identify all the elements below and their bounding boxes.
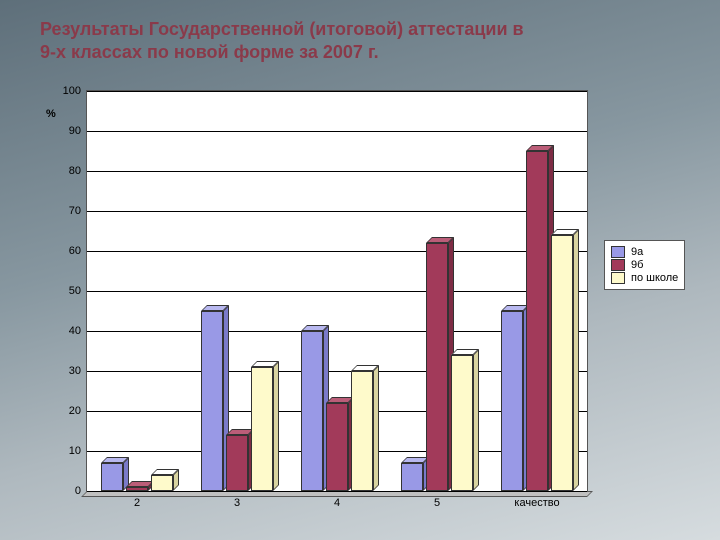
- y-tick-label: 60: [69, 245, 81, 257]
- bar: [501, 311, 523, 491]
- y-tick-label: 30: [69, 365, 81, 377]
- gridline: [87, 131, 587, 132]
- legend-item: 9б: [611, 259, 678, 271]
- legend-item: по школе: [611, 272, 678, 284]
- bar: [151, 475, 173, 491]
- bar: [351, 371, 373, 491]
- bar: [451, 355, 473, 491]
- y-axis-label: %: [46, 108, 56, 120]
- chart-area: 01020304050607080901002345качество: [86, 90, 588, 492]
- x-tick-label: 2: [134, 497, 140, 509]
- y-tick-label: 0: [75, 485, 81, 497]
- legend-swatch: [611, 272, 625, 284]
- x-tick-label: 5: [434, 497, 440, 509]
- legend-swatch: [611, 246, 625, 258]
- gridline: [87, 211, 587, 212]
- legend-label: 9а: [631, 246, 643, 258]
- y-tick-label: 10: [69, 445, 81, 457]
- gridline: [87, 171, 587, 172]
- y-tick-label: 90: [69, 125, 81, 137]
- gridline: [87, 491, 587, 492]
- gridline: [87, 251, 587, 252]
- y-tick-label: 20: [69, 405, 81, 417]
- legend-item: 9а: [611, 246, 678, 258]
- chart-title: Результаты Государственной (итоговой) ат…: [40, 18, 680, 63]
- legend: 9а9бпо школе: [604, 240, 685, 290]
- plot-area: 01020304050607080901002345качество: [87, 91, 587, 491]
- bar: [326, 403, 348, 491]
- slide: { "title": { "line1": "Результаты Госуда…: [0, 0, 720, 540]
- x-tick-label: 3: [234, 497, 240, 509]
- y-tick-label: 100: [63, 85, 81, 97]
- y-tick-label: 80: [69, 165, 81, 177]
- bar: [426, 243, 448, 491]
- y-tick-label: 50: [69, 285, 81, 297]
- legend-label: 9б: [631, 259, 643, 271]
- title-line-1: Результаты Государственной (итоговой) ат…: [40, 19, 524, 39]
- gridline: [87, 291, 587, 292]
- legend-label: по школе: [631, 272, 678, 284]
- bar: [126, 487, 148, 491]
- title-line-2: 9-х классах по новой форме за 2007 г.: [40, 42, 379, 62]
- legend-swatch: [611, 259, 625, 271]
- gridline: [87, 91, 587, 92]
- bar: [251, 367, 273, 491]
- x-tick-label: качество: [514, 497, 559, 509]
- y-tick-label: 40: [69, 325, 81, 337]
- y-tick-label: 70: [69, 205, 81, 217]
- x-tick-label: 4: [334, 497, 340, 509]
- bar: [201, 311, 223, 491]
- bar: [526, 151, 548, 491]
- bar: [101, 463, 123, 491]
- bar: [226, 435, 248, 491]
- bar: [551, 235, 573, 491]
- bar: [401, 463, 423, 491]
- bar: [301, 331, 323, 491]
